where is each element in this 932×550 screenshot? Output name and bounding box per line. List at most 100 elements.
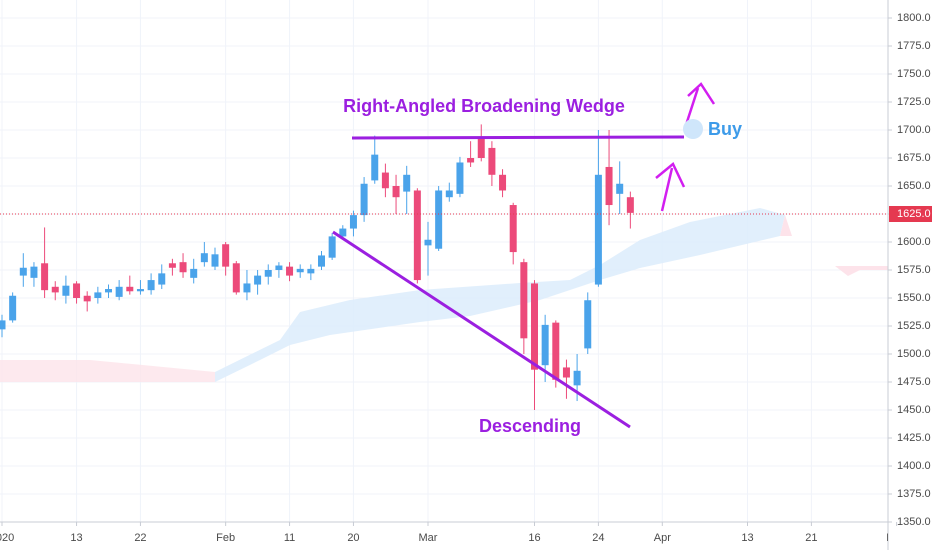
candle-body: [83, 295, 91, 302]
candle-body: [0, 320, 6, 330]
y-tick-label: 1550.0: [897, 292, 931, 304]
x-tick-label: Apr: [654, 532, 671, 544]
candle-body: [584, 300, 592, 349]
candle-body: [254, 275, 262, 285]
y-tick-label: 1725.0: [897, 96, 931, 108]
candle-body: [381, 172, 389, 189]
drawings: [332, 82, 716, 429]
buy-marker: [683, 119, 703, 139]
candle-body: [19, 267, 27, 276]
annotation: Buy: [708, 119, 742, 139]
candle-body: [541, 324, 549, 366]
x-tick-label: Feb: [216, 532, 235, 544]
y-tick-label: 1800.0: [897, 12, 931, 24]
y-tick-label: 1350.0: [897, 516, 931, 528]
candle-body: [126, 286, 134, 292]
arrow: [684, 87, 700, 126]
candle-body: [616, 183, 624, 194]
candle-body: [424, 239, 432, 246]
candle-body: [105, 289, 112, 293]
candle-body: [158, 273, 166, 285]
x-tick-label: Mar: [419, 532, 438, 544]
y-tick-label: 1650.0: [897, 180, 931, 192]
cloud-bearish: [0, 360, 215, 382]
candle-body: [136, 289, 144, 292]
support-line: [332, 230, 631, 429]
x-tick-label: 16: [528, 532, 540, 544]
candle-body: [275, 265, 283, 270]
candle-body: [94, 292, 102, 298]
y-tick-label: 1475.0: [897, 376, 931, 388]
candle-body: [51, 286, 59, 293]
candle-body: [552, 322, 560, 380]
y-tick-label: 1750.0: [897, 68, 931, 80]
y-tick-label: 1375.0: [897, 488, 931, 500]
candle-body: [360, 183, 368, 216]
x-tick-label: 2020: [0, 532, 14, 544]
x-tick-label: 21: [805, 532, 817, 544]
candle-body: [594, 174, 602, 285]
resistance-line: [351, 135, 685, 140]
x-tick-label: 13: [741, 532, 753, 544]
candle-body: [392, 186, 400, 198]
candle-body: [499, 174, 507, 191]
candle-body: [435, 190, 443, 249]
arrow: [687, 82, 716, 105]
candle-body: [307, 268, 315, 274]
candle-body: [477, 137, 485, 158]
candle-body: [531, 283, 538, 370]
candle-body: [509, 205, 517, 253]
last-price-box: [889, 206, 932, 222]
y-tick-label: 1700.0: [897, 124, 931, 136]
annotation: Descending: [479, 416, 581, 436]
y-tick-label: 1400.0: [897, 460, 931, 472]
candle-body: [456, 162, 464, 194]
arrow: [655, 162, 686, 188]
candle-body: [605, 166, 613, 206]
candle-body: [200, 253, 208, 263]
candle-body: [222, 244, 230, 267]
candle-body: [30, 266, 38, 278]
arrow: [660, 167, 674, 212]
candle-body: [467, 158, 475, 163]
candle-body: [562, 367, 570, 378]
y-tick-label: 1525.0: [897, 320, 931, 332]
y-tick-label: 1775.0: [897, 40, 931, 52]
candle-body: [9, 295, 17, 321]
y-tick-label: 1425.0: [897, 432, 931, 444]
candle-body: [328, 236, 336, 258]
candle-body: [232, 263, 240, 293]
candle-body: [488, 147, 496, 175]
x-tick-label: 22: [134, 532, 146, 544]
candle-body: [286, 266, 294, 276]
candle-body: [413, 190, 421, 281]
candle-body: [243, 283, 251, 293]
x-tick-label: 24: [592, 532, 604, 544]
x-tick-label: 11: [284, 532, 295, 544]
x-tick-label: 13: [70, 532, 82, 544]
x-tick-label: 20: [347, 532, 359, 544]
candle-body: [179, 262, 187, 273]
candle-body: [73, 283, 81, 298]
y-tick-label: 1675.0: [897, 152, 931, 164]
candle-body: [573, 370, 581, 386]
candle-body: [445, 190, 453, 198]
x-tick-label: May: [886, 532, 907, 544]
candle-body: [147, 280, 155, 291]
candle-body: [349, 215, 357, 229]
annotation: Right-Angled Broadening Wedge: [343, 96, 625, 116]
candle-body: [403, 174, 411, 192]
cloud: [0, 208, 888, 382]
candle-body: [520, 262, 528, 339]
candle-body: [168, 263, 176, 268]
candle-body: [339, 228, 347, 237]
candle-body: [296, 268, 304, 273]
y-tick-label: 1500.0: [897, 348, 931, 360]
candle-body: [371, 154, 379, 181]
candle-body: [211, 254, 219, 267]
candle-body: [115, 286, 123, 297]
cloud-bearish: [780, 215, 792, 236]
y-tick-label: 1450.0: [897, 404, 931, 416]
